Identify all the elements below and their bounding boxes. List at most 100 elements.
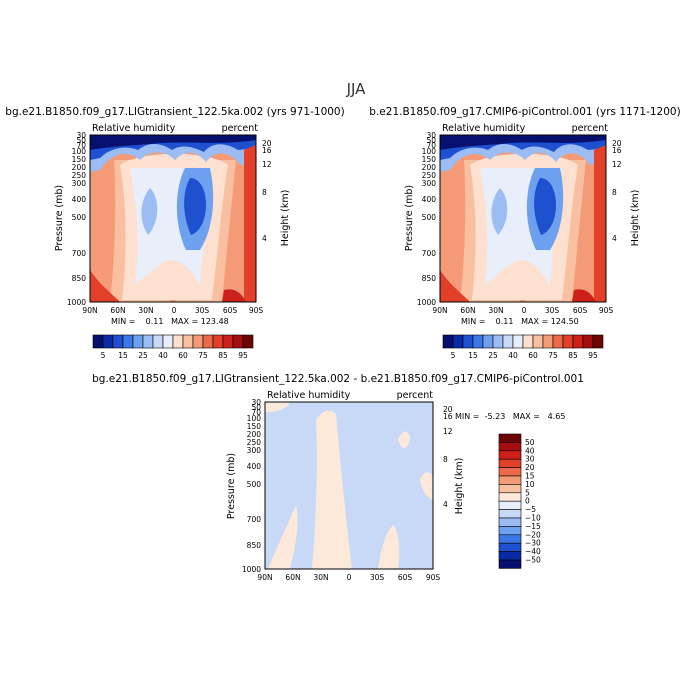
colorbar-swatch — [498, 484, 522, 494]
y2tick-label: 20 — [443, 405, 453, 414]
colorbar-label: −30 — [525, 539, 541, 548]
colorbar-swatch — [498, 500, 522, 510]
xtick-label: 90N — [82, 306, 97, 315]
contour-band-0-5 — [312, 410, 352, 569]
colorbar-swatch — [572, 334, 584, 349]
y2tick-label: 20 — [262, 139, 272, 148]
colorbar-swatch — [192, 334, 204, 349]
xtick-label: 90N — [432, 306, 447, 315]
colorbar-label: 85 — [568, 351, 578, 360]
colorbar-label: 5 — [101, 351, 106, 360]
ytick-label: 50 — [251, 403, 261, 412]
panel-picontrol-axes — [439, 134, 607, 303]
y2tick-label: 16 — [262, 146, 272, 155]
colorbar-label: 85 — [218, 351, 228, 360]
xtick-label: 30S — [370, 573, 385, 582]
xtick-label: 90S — [249, 306, 264, 315]
colorbar-swatch — [112, 334, 124, 349]
colorbar-swatch — [472, 334, 484, 349]
panel-difference-y2ticks: 20 16 12 8 4 — [443, 405, 453, 509]
ytick-label: 70 — [426, 141, 436, 150]
colorbar-label: 25 — [488, 351, 498, 360]
colorbar-swatch — [162, 334, 174, 349]
colorbar-label: 25 — [138, 351, 148, 360]
xtick-label: 30S — [195, 306, 210, 315]
colorbar-label: 75 — [548, 351, 558, 360]
xtick-label: 90N — [257, 573, 272, 582]
colorbar-swatch — [498, 517, 522, 527]
colorbar-swatch — [498, 526, 522, 536]
colorbar-label: 15 — [468, 351, 478, 360]
ytick-label: 250 — [422, 171, 437, 180]
ytick-label: 500 — [422, 213, 437, 222]
season-title: JJA — [346, 80, 367, 98]
xtick-label: 0 — [522, 306, 527, 315]
colorbar-swatch — [482, 334, 494, 349]
colorbar-swatch — [92, 334, 104, 349]
contour-band-95-plus — [222, 289, 246, 302]
panel-lig-ylabel: Pressure (mb) — [54, 185, 65, 251]
colorbar-swatch — [498, 559, 522, 569]
y2tick-label: 20 — [612, 139, 622, 148]
colorbar-swatch — [132, 334, 144, 349]
xtick-label: 30S — [545, 306, 560, 315]
colorbar-swatch — [498, 450, 522, 460]
colorbar-label: 15 — [118, 351, 128, 360]
panel-difference-right-label: percent — [397, 390, 434, 401]
y2tick-label: 16 — [443, 412, 453, 421]
colorbar-swatch — [498, 542, 522, 552]
ytick-label: 70 — [251, 408, 261, 417]
colorbar-label: 40 — [508, 351, 518, 360]
colorbar-swatch — [498, 475, 522, 485]
xtick-label: 60N — [285, 573, 300, 582]
ytick-label: 300 — [247, 446, 262, 455]
ytick-label: 500 — [247, 480, 262, 489]
panel-lig-title: bg.e21.B1850.f09_g17.LIGtransient_122.5k… — [5, 106, 344, 118]
xtick-label: 30N — [138, 306, 153, 315]
panel-lig-axes — [89, 134, 257, 303]
contour-band-0-5 — [440, 135, 606, 150]
panel-picontrol-contours — [440, 135, 606, 302]
contour-band-85-95 — [440, 270, 470, 302]
panel-lig: bg.e21.B1850.f09_g17.LIGtransient_122.5k… — [5, 106, 344, 326]
ytick-label: 100 — [72, 147, 87, 156]
colorbar-swatch — [542, 334, 554, 349]
panel-difference-xticks: 90N 60N 30N 0 30S 60S 90S — [257, 573, 440, 582]
colorbar-swatch — [452, 334, 464, 349]
xtick-label: 30N — [313, 573, 328, 582]
ytick-label: 300 — [422, 179, 437, 188]
panel-lig-left-label: Relative humidity — [92, 123, 176, 134]
panel-lig-stats: MIN = 0.11 MAX = 123.48 — [111, 317, 229, 326]
ytick-label: 100 — [247, 414, 262, 423]
panel-difference-yticks: 30 50 70 100 150 200 250 300 400 500 700… — [242, 398, 261, 574]
panel-picontrol-ylabel: Pressure (mb) — [404, 185, 415, 251]
y2tick-label: 12 — [612, 160, 622, 169]
colorbar-label: 5 — [525, 488, 530, 497]
xtick-label: 90S — [426, 573, 441, 582]
ytick-label: 30 — [76, 131, 86, 140]
ytick-label: 1000 — [67, 298, 86, 307]
y2tick-label: 12 — [443, 427, 453, 436]
colorbar-rh-right: 5 15 25 40 60 75 85 95 — [442, 334, 604, 360]
ytick-label: 400 — [422, 195, 437, 204]
colorbar-swatch — [582, 334, 594, 349]
colorbar-swatch — [492, 334, 504, 349]
colorbar-label: 20 — [525, 463, 535, 472]
ytick-label: 700 — [422, 249, 437, 258]
xtick-label: 60S — [398, 573, 413, 582]
colorbar-label: 30 — [525, 455, 535, 464]
colorbar-swatch — [222, 334, 234, 349]
colorbar-swatch — [498, 492, 522, 502]
contour-band-0-5 — [265, 402, 290, 412]
panel-difference-axes — [264, 401, 434, 570]
y2tick-label: 8 — [262, 188, 267, 197]
colorbar-swatch — [102, 334, 114, 349]
ytick-label: 150 — [72, 155, 87, 164]
y2tick-label: 4 — [443, 500, 448, 509]
colorbar-label: −50 — [525, 556, 541, 565]
colorbar-swatch — [522, 334, 534, 349]
ytick-label: 500 — [72, 213, 87, 222]
colorbar-swatch — [202, 334, 214, 349]
colorbar-label: 95 — [588, 351, 598, 360]
